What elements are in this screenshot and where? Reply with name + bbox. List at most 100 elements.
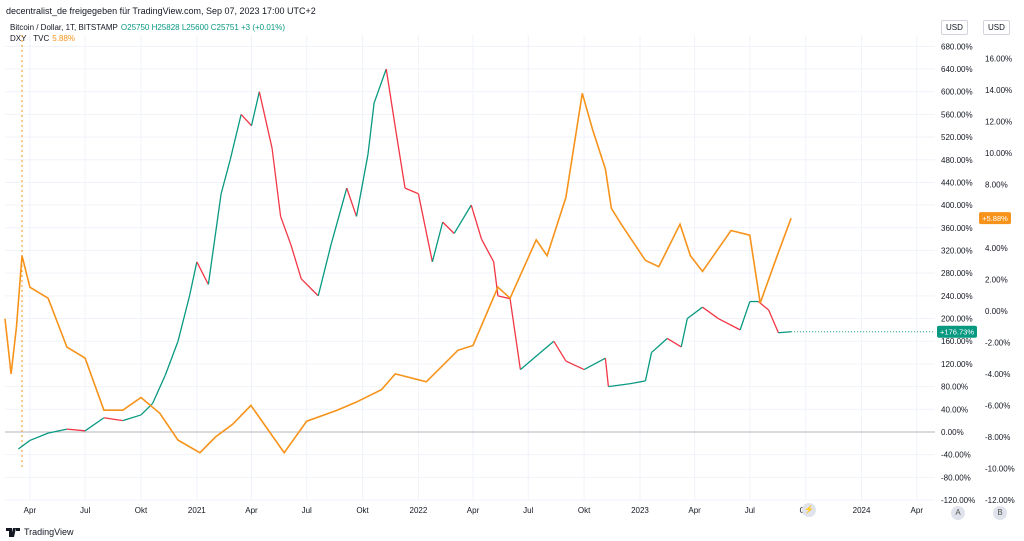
time-axis-tick-label: Jul [80,506,90,515]
left-axis-tick-label: 680.00% [941,42,973,51]
left-axis-tick-label: 200.00% [941,315,973,324]
btc-segment [229,114,242,160]
btc-segment [553,340,567,362]
log-scale-button[interactable]: B [993,506,1007,520]
time-axis-tick-label: Jul [302,506,312,515]
right-axis-tick-label: 0.00% [985,307,1008,316]
right-axis-tick-label: -12.00% [985,496,1015,505]
time-axis-tick-label: Apr [467,506,480,515]
btc-segment [151,374,166,404]
btc-segment [778,331,792,334]
btc-segment [629,380,646,385]
time-axis-tick-label: 2024 [853,506,871,515]
btc-segment [196,261,209,285]
btc-segment [140,403,153,416]
btc-segment [240,113,252,127]
btc-segment [164,340,179,376]
right-scale-currency-button[interactable]: USD [983,20,1010,35]
btc-segment [395,131,406,189]
right-axis-tick-label: 4.00% [985,244,1008,253]
flash-icon[interactable]: ⚡ [802,503,816,517]
time-axis-tick-label: 2022 [410,506,428,515]
left-axis-tick-label: 600.00% [941,88,973,97]
btc-segment [768,309,779,333]
btc-segment [583,357,606,371]
btc-segment [417,193,433,262]
btc-segment [330,187,348,245]
left-axis-tick-label: 360.00% [941,224,973,233]
btc-segment [533,340,555,359]
right-axis-tick-label: -2.00% [985,338,1010,347]
time-axis-tick-label: Okt [578,506,591,515]
left-axis-tick-label: 80.00% [941,383,968,392]
btc-segment [470,204,483,240]
time-axis-tick-label: 2021 [188,506,206,515]
btc-segment [497,295,511,300]
chart-publisher-line: decentralist_de freigegeben für TradingV… [6,6,316,16]
left-axis-tick-label: 240.00% [941,292,973,301]
tradingview-logo[interactable]: TradingView [6,527,74,537]
btc-segment [666,337,682,348]
auto-scale-button[interactable]: A [951,506,965,520]
btc-segment [271,148,282,217]
right-axis-tick-label: -4.00% [985,370,1010,379]
left-axis-tick-label: 520.00% [941,133,973,142]
btc-segment [480,238,495,263]
btc-segment [346,187,358,217]
left-price-axis: 680.00% 640.00% 600.00% 560.00% 520.00% 480.0… [941,42,975,505]
btc-segment [250,91,260,126]
btc-segment [680,318,688,348]
btc-segment [220,159,231,194]
btc-segment [84,417,105,432]
left-axis-tick-label: 480.00% [941,156,973,165]
left-axis-tick-label: 640.00% [941,65,973,74]
btc-segment [739,301,751,331]
btc-segment [66,428,86,432]
btc-price-badge-label: +176.73% [940,328,974,337]
left-scale-currency-button[interactable]: USD [941,20,968,35]
time-axis-tick-label: Okt [356,506,369,515]
btc-segment [367,102,375,155]
btc-segment [565,360,585,371]
time-axis: Apr Jul Okt 2021 Apr Jul Okt 2022 Apr Jul Okt 2023 A… [24,506,924,515]
btc-segment [122,414,142,422]
left-axis-tick-label: 400.00% [941,201,973,210]
dxy-value: 5.88% [52,34,75,43]
left-axis-tick-label: 280.00% [941,269,973,278]
btc-segment [317,244,332,297]
left-axis-tick-label: 0.00% [941,428,964,437]
btc-segment [404,187,419,195]
btc-segment [385,68,397,132]
right-axis-tick-label: -10.00% [985,464,1015,473]
btc-segment [686,306,703,320]
time-axis-tick-label: Jul [745,506,755,515]
time-axis-tick-label: Apr [911,506,924,515]
dxy-series-name[interactable]: DXY · TVC [10,34,50,43]
btc-segment [177,295,191,342]
right-axis-tick-label: -8.00% [985,433,1010,442]
btc-segment [103,417,123,422]
chart-grid [5,35,935,501]
time-axis-tick-label: Jul [523,506,533,515]
btc-segment [17,439,31,450]
time-axis-tick-label: Apr [24,506,37,515]
tradingview-logo-icon [6,527,20,537]
left-axis-tick-label: -120.00% [941,496,975,505]
btc-segment [651,337,668,354]
btc-segment [207,193,222,285]
btc-segment [608,383,630,388]
btc-segment [188,261,198,296]
btc-segment [47,428,68,434]
btc-segment [290,244,302,280]
btc-segment [509,298,522,370]
time-axis-tick-label: Okt [135,506,148,515]
btc-segment [442,221,455,234]
btc-series [17,68,935,450]
right-axis-tick-label: 2.00% [985,275,1008,284]
btc-segment [604,358,610,387]
btc-segment [493,261,499,296]
btc-series-name[interactable]: Bitcoin / Dollar, 1T, BITSTAMP [10,23,118,32]
right-axis-tick-label: 10.00% [985,149,1012,158]
btc-segment [757,301,770,311]
